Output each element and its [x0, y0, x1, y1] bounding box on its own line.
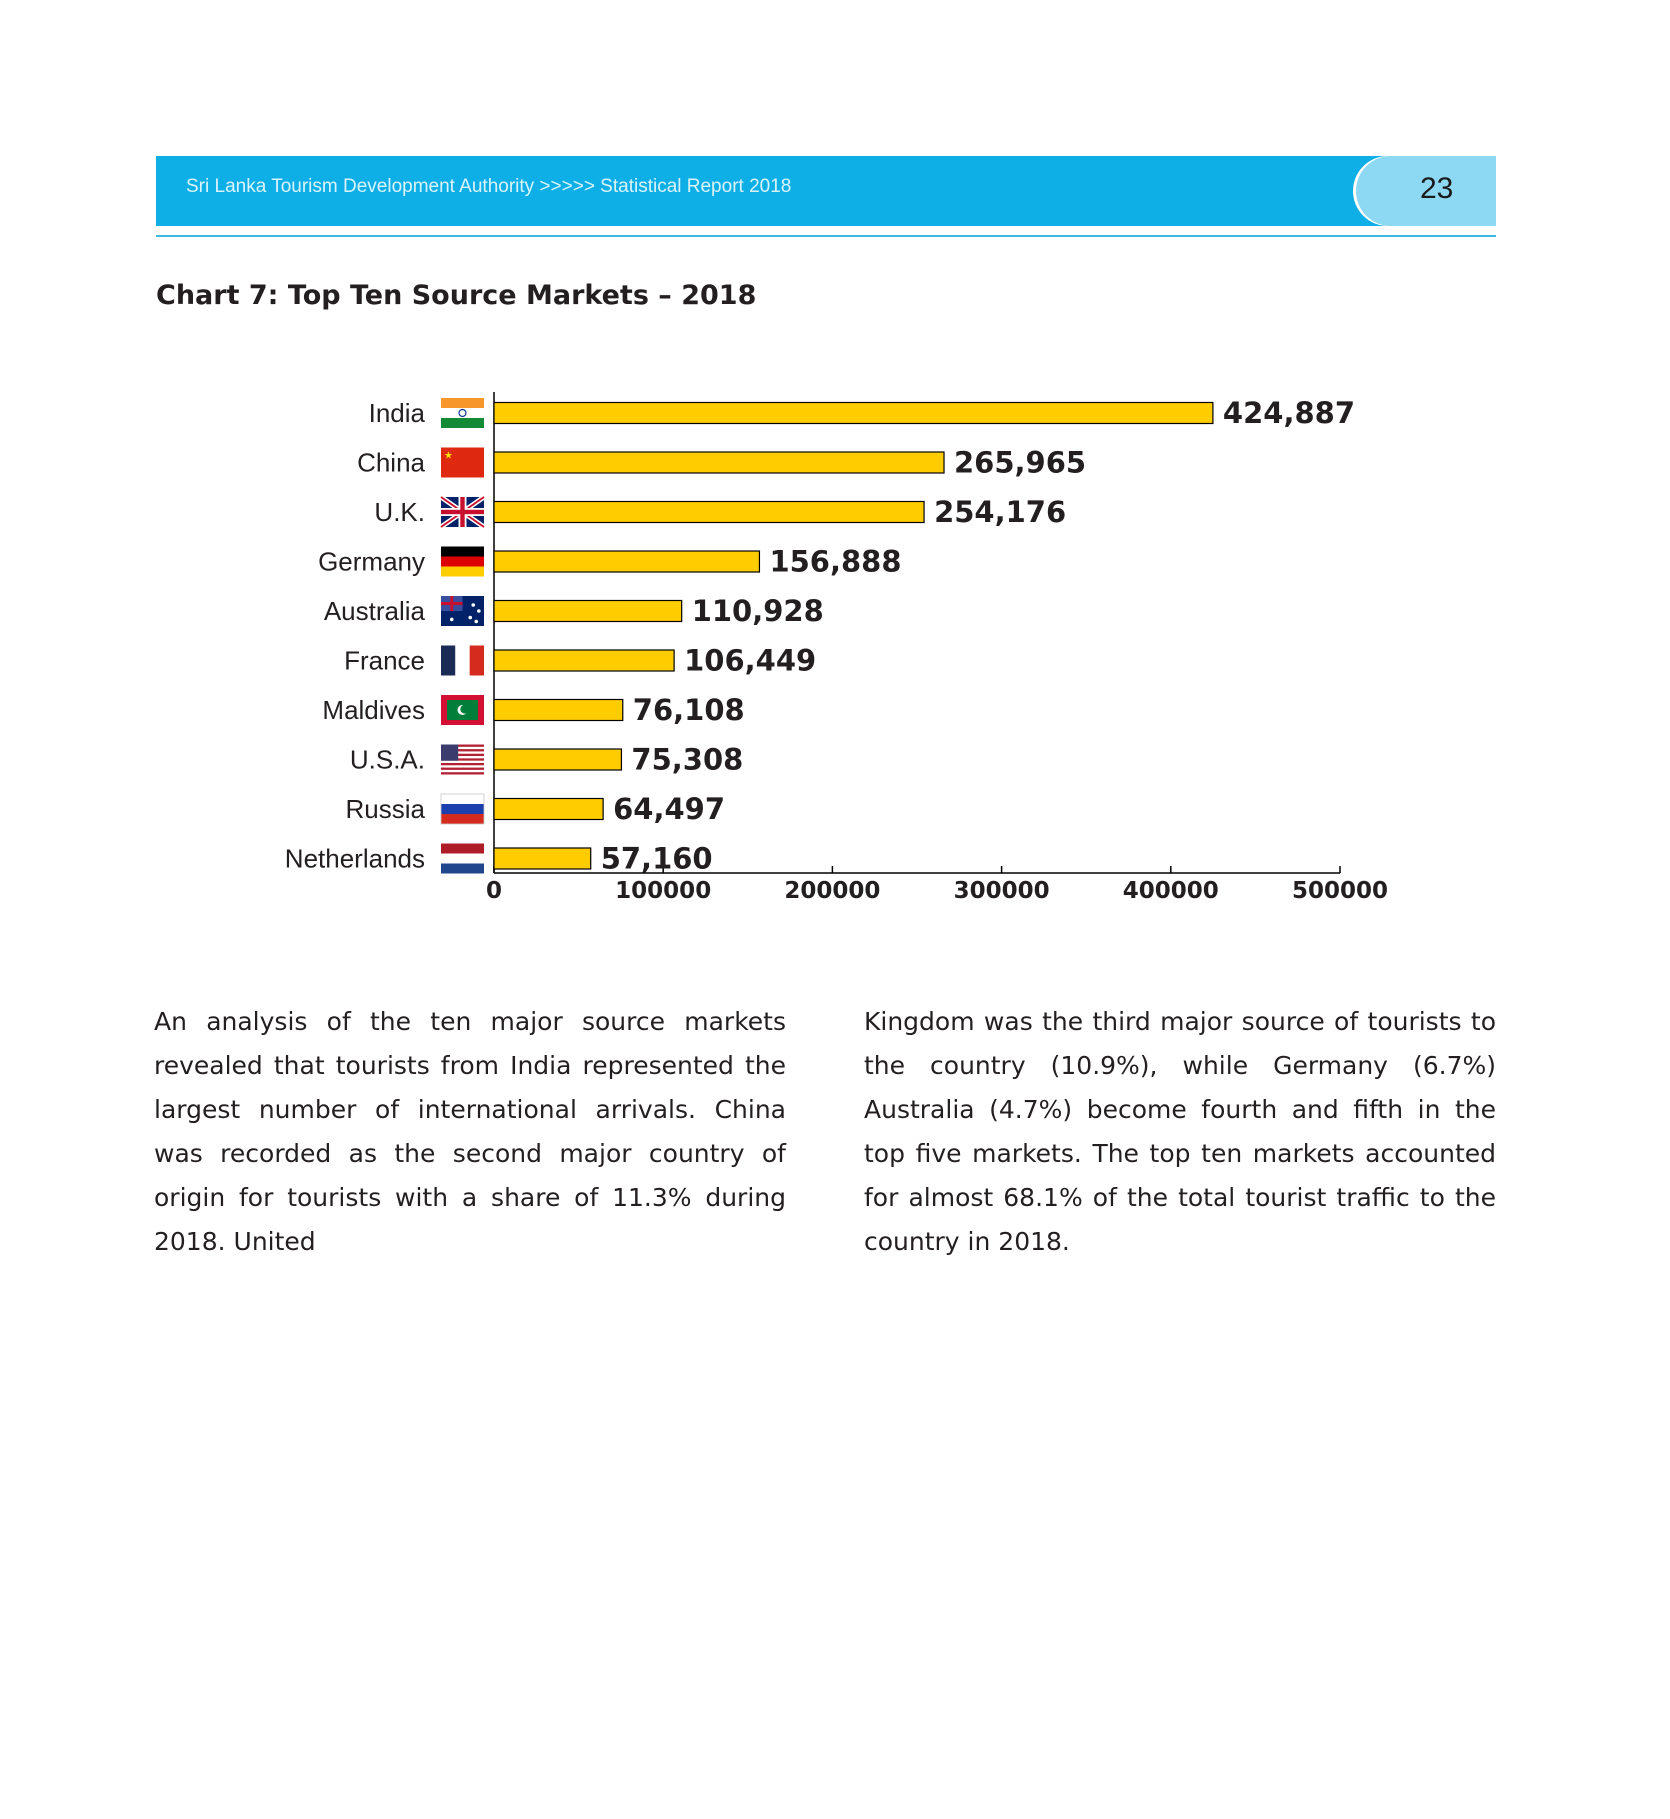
- data-label: 75,308: [631, 743, 743, 777]
- data-label: 265,965: [954, 446, 1086, 480]
- bar: [493, 550, 761, 573]
- data-label: 64,497: [613, 792, 725, 826]
- data-label: 424,887: [1223, 396, 1355, 430]
- data-label: 106,449: [684, 644, 816, 678]
- bar: [493, 797, 604, 821]
- bar: [493, 847, 592, 870]
- data-label: 156,888: [769, 545, 901, 579]
- x-tick-label: 200000: [784, 878, 880, 904]
- page-number-tab: [1356, 156, 1496, 226]
- header-rule: [156, 235, 1496, 237]
- page-number: 23: [1420, 172, 1454, 205]
- uk-flag-icon: [439, 494, 486, 530]
- usa-flag-icon: [441, 744, 484, 775]
- body-text-right-column: Kingdom was the third major source of to…: [864, 1007, 1496, 1256]
- bar: [493, 500, 925, 524]
- bar: [493, 698, 624, 722]
- germany-flag-icon: [441, 546, 484, 577]
- data-label: 57,160: [601, 842, 713, 876]
- bar: [493, 451, 945, 474]
- category-label: China: [357, 448, 425, 478]
- bar: [493, 401, 1214, 425]
- bar: [493, 748, 623, 771]
- russia-flag-icon: [440, 793, 485, 825]
- netherlands-flag-icon: [441, 843, 484, 874]
- india-flag-icon: [441, 398, 484, 428]
- france-flag-icon: [441, 645, 484, 676]
- category-label: Germany: [318, 547, 425, 577]
- category-label: Maldives: [322, 695, 425, 725]
- x-tick-label: 500000: [1292, 878, 1388, 904]
- category-label: Russia: [346, 794, 426, 824]
- category-label: France: [344, 646, 425, 676]
- data-label: 110,928: [692, 594, 824, 628]
- bar: [493, 649, 675, 672]
- category-label: Australia: [324, 596, 426, 626]
- x-tick-label: 300000: [954, 878, 1050, 904]
- chart-title: Chart 7: Top Ten Source Markets – 2018: [156, 280, 757, 311]
- bar-chart: 0 100000 200000 300000 400000 500000 India 424,…: [285, 392, 1388, 904]
- body-text-left-column: An analysis of the ten major source mark…: [154, 1007, 786, 1256]
- australia-flag-icon: [441, 596, 484, 626]
- svg-text:★: ★: [444, 451, 453, 462]
- header-band: [156, 156, 1496, 226]
- china-flag-icon: ★: [441, 447, 484, 478]
- category-label: U.K.: [374, 497, 425, 527]
- category-label: U.S.A.: [350, 745, 425, 775]
- bar: [493, 599, 683, 623]
- data-label: 254,176: [934, 495, 1066, 529]
- x-tick-label: 100000: [615, 878, 711, 904]
- x-tick-label: 0: [486, 878, 502, 904]
- maldives-flag-icon: [441, 695, 484, 725]
- category-label: Netherlands: [285, 844, 425, 874]
- category-label: India: [369, 398, 426, 428]
- data-label: 76,108: [633, 693, 745, 727]
- x-tick-label: 400000: [1123, 878, 1219, 904]
- publication-header: Sri Lanka Tourism Development Authority …: [186, 176, 792, 197]
